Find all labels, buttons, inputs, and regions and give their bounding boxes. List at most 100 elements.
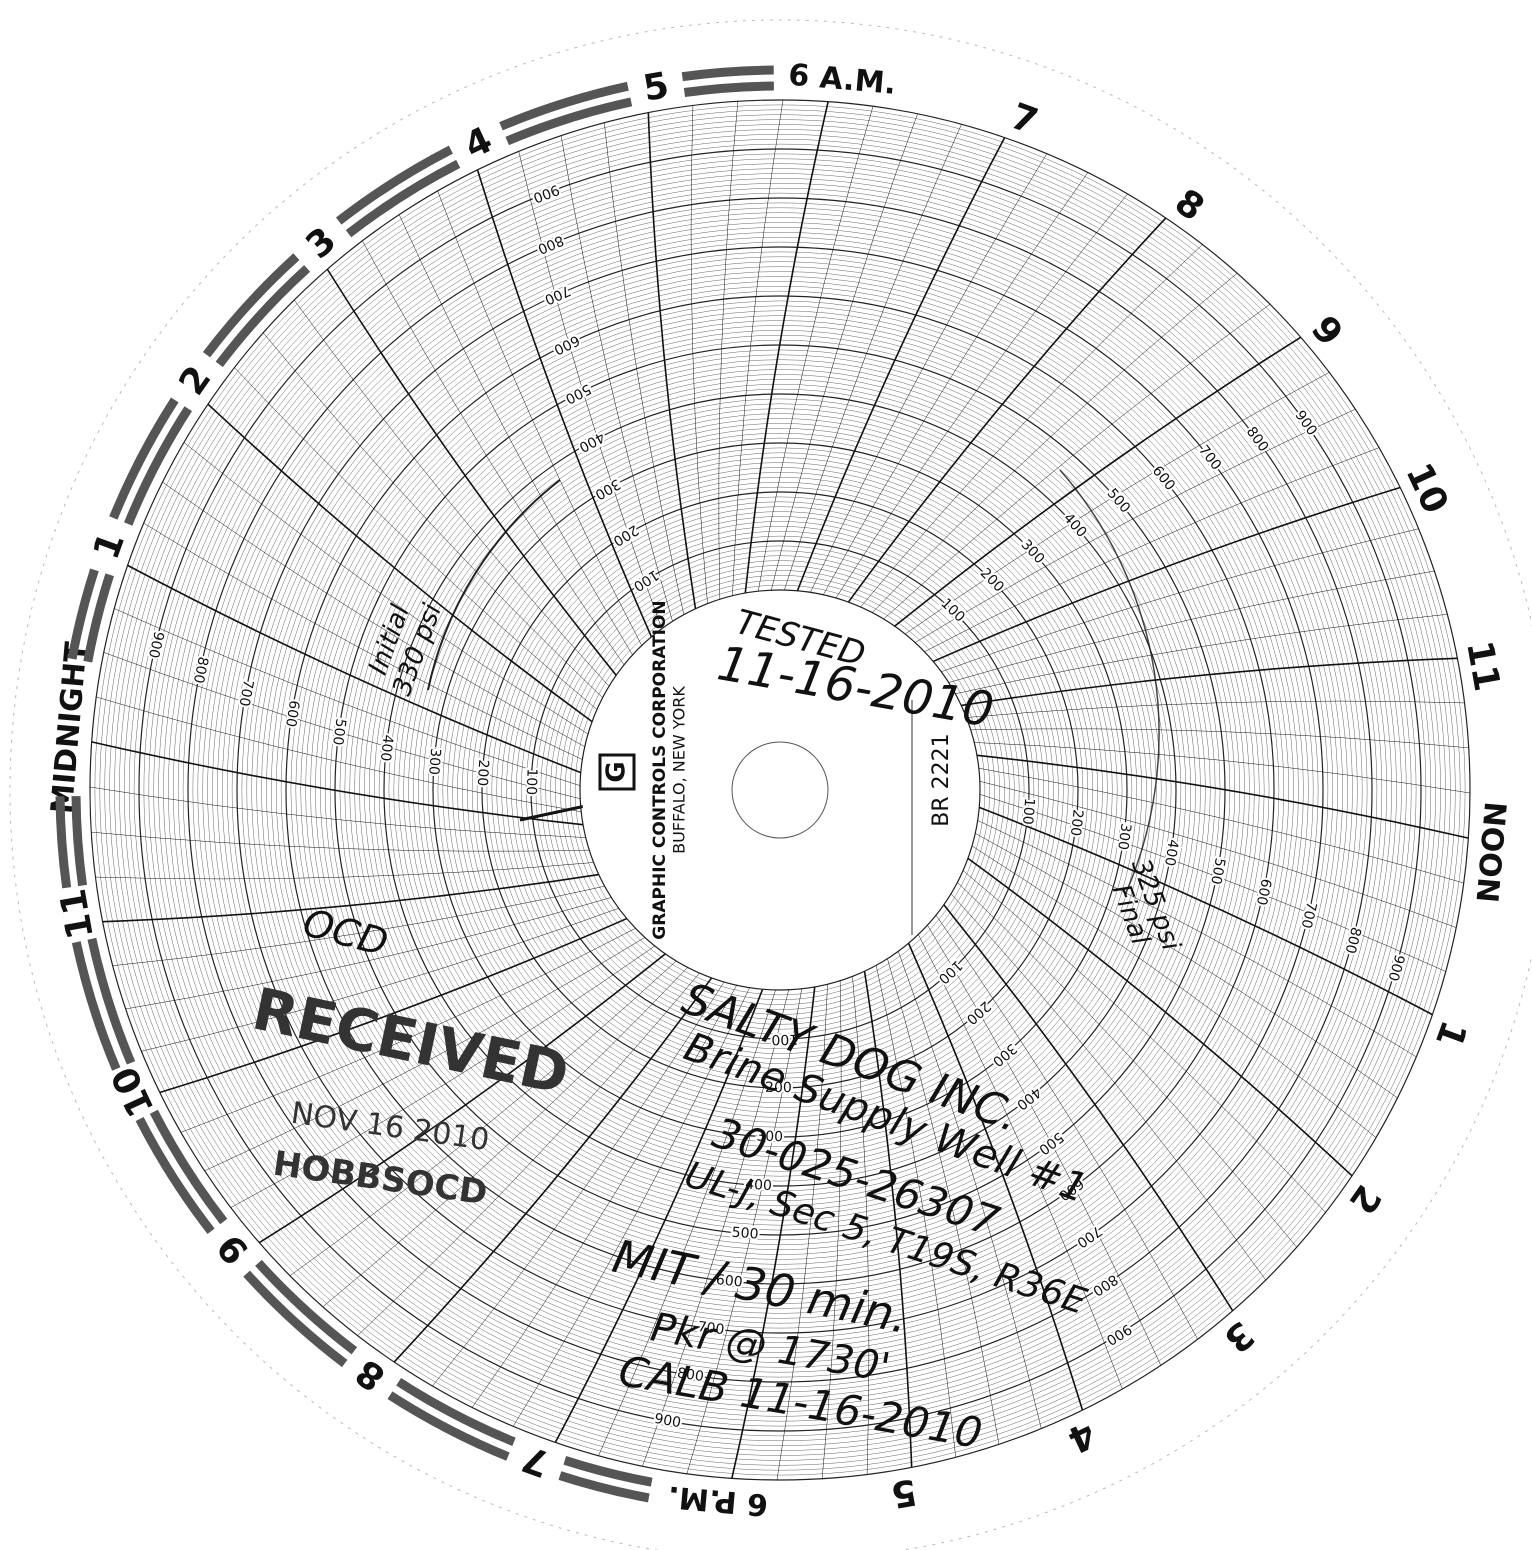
time-line (289, 960, 677, 1276)
pen-trace (1059, 469, 1160, 896)
time-line (690, 105, 708, 604)
time-line (847, 217, 1167, 603)
time-line (796, 137, 1006, 592)
scale-label: 500 (329, 718, 348, 747)
scale-label: 300 (425, 748, 443, 776)
grid-circle (535, 545, 1025, 1035)
hour-bar (202, 253, 300, 358)
grid-circle (525, 535, 1035, 1045)
grid-circle (129, 139, 1431, 1441)
hour-bar (499, 81, 629, 131)
grid-circle (271, 281, 1289, 1299)
time-line (476, 169, 653, 638)
grid-circle (153, 163, 1407, 1417)
time-line (979, 794, 1446, 972)
grid-circle (457, 467, 1103, 1113)
scale-label: 200 (1067, 809, 1086, 837)
grid-circle (378, 388, 1182, 1192)
time-line (907, 942, 1084, 1411)
hour-bar (215, 265, 311, 368)
grid-circle (344, 354, 1216, 1226)
grid-circle (432, 442, 1128, 1138)
time-line (362, 240, 625, 665)
hour-bar (558, 1471, 650, 1503)
time-line (162, 481, 585, 747)
time-line (894, 336, 1302, 627)
grid-circle (231, 241, 1329, 1339)
hour-bar (71, 941, 121, 1071)
scale-label: 700 (697, 1319, 726, 1338)
time-line (927, 924, 1162, 1366)
scale-label: 600 (282, 699, 302, 728)
time-line (821, 980, 842, 1479)
grid-circle (178, 188, 1382, 1392)
grid-circle (452, 462, 1108, 1118)
grid-circle (540, 550, 1020, 1030)
time-line (180, 928, 636, 1133)
time-line (974, 742, 1471, 794)
grid-circle (364, 374, 1196, 1206)
grid-circle (423, 433, 1137, 1147)
scale-label: 400 (377, 734, 396, 762)
grid-circle (217, 227, 1343, 1353)
grid-circle (285, 295, 1275, 1285)
grid (89, 99, 1471, 1481)
time-line (732, 99, 784, 596)
time-line (230, 945, 655, 1208)
grid-circle (236, 246, 1324, 1334)
grid-circle (369, 379, 1191, 1201)
grid-circle (163, 173, 1397, 1407)
hour-bar (71, 796, 87, 887)
time-line (950, 893, 1266, 1281)
time-line (852, 976, 870, 1475)
time-line (114, 608, 581, 786)
grid-circle (290, 300, 1270, 1280)
grid-circle (89, 99, 1471, 1481)
grid-circle (496, 506, 1064, 1074)
time-line (948, 570, 1435, 683)
grid-circle (521, 531, 1039, 1049)
time-line (294, 299, 610, 687)
hour-bar (149, 1109, 228, 1225)
grid-circle (481, 491, 1079, 1089)
grid-circle (104, 114, 1456, 1466)
time-line (978, 767, 1464, 884)
center-hole (731, 741, 829, 839)
hour-bar (345, 159, 461, 238)
grid-circle (349, 359, 1211, 1221)
time-line (647, 112, 697, 609)
time-line (757, 106, 874, 592)
time-line (437, 190, 642, 646)
center-text: BUFFALO, NEW YORK (670, 686, 689, 854)
hour-bar (109, 397, 179, 520)
hub (582, 592, 978, 988)
time-line (957, 882, 1297, 1248)
grid-circle (133, 143, 1427, 1437)
center-text: BR 2221 (929, 733, 954, 826)
grid-circle (124, 134, 1436, 1446)
grid-circle (383, 393, 1177, 1187)
grid-circle (462, 472, 1098, 1108)
time-line (518, 151, 662, 629)
grid-circle (359, 369, 1201, 1211)
hour-bar (243, 1270, 348, 1368)
grid-circle (241, 251, 1319, 1329)
hour-bar (563, 1456, 653, 1487)
grid-circle (565, 575, 995, 1005)
time-line (979, 781, 1457, 928)
grid-circle (246, 256, 1314, 1324)
time-line (966, 700, 1465, 718)
time-line (967, 857, 1353, 1177)
time-line (204, 937, 646, 1172)
time-line (112, 885, 605, 966)
time-line (143, 522, 583, 760)
grid-circle (339, 349, 1221, 1231)
time-line (784, 124, 962, 591)
time-line (872, 273, 1238, 613)
time-line (718, 101, 739, 600)
grid-circle (570, 580, 990, 1000)
grid-circle (114, 124, 1446, 1456)
grid-circle (315, 325, 1245, 1255)
time-line (159, 917, 628, 1094)
time-line (393, 977, 713, 1363)
